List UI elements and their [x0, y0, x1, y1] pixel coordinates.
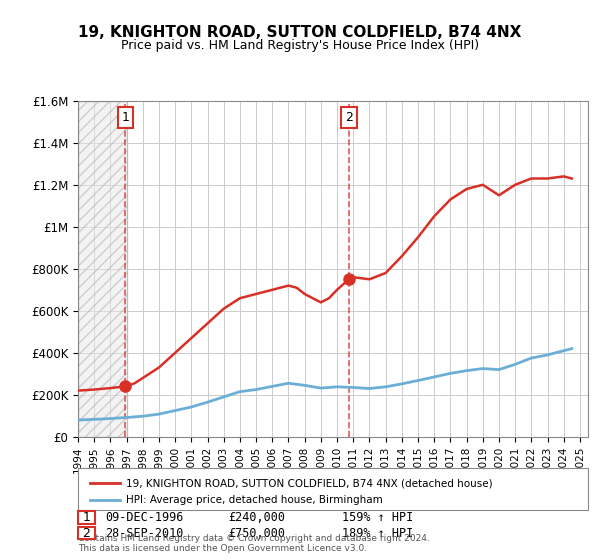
Text: 189% ↑ HPI: 189% ↑ HPI — [342, 526, 413, 540]
Text: 19, KNIGHTON ROAD, SUTTON COLDFIELD, B74 4NX (detached house): 19, KNIGHTON ROAD, SUTTON COLDFIELD, B74… — [126, 478, 493, 488]
Bar — [78, 101, 127, 437]
Text: 09-DEC-1996: 09-DEC-1996 — [105, 511, 184, 524]
Text: 2: 2 — [82, 526, 91, 540]
Text: 1: 1 — [122, 111, 130, 124]
Text: 28-SEP-2010: 28-SEP-2010 — [105, 526, 184, 540]
Text: 159% ↑ HPI: 159% ↑ HPI — [342, 511, 413, 524]
Text: HPI: Average price, detached house, Birmingham: HPI: Average price, detached house, Birm… — [126, 495, 383, 505]
Text: £750,000: £750,000 — [228, 526, 285, 540]
Text: Price paid vs. HM Land Registry's House Price Index (HPI): Price paid vs. HM Land Registry's House … — [121, 39, 479, 52]
Text: 1: 1 — [82, 511, 91, 524]
Text: 2: 2 — [345, 111, 353, 124]
Text: £240,000: £240,000 — [228, 511, 285, 524]
Text: Contains HM Land Registry data © Crown copyright and database right 2024.
This d: Contains HM Land Registry data © Crown c… — [78, 534, 430, 553]
Text: 19, KNIGHTON ROAD, SUTTON COLDFIELD, B74 4NX: 19, KNIGHTON ROAD, SUTTON COLDFIELD, B74… — [79, 25, 521, 40]
